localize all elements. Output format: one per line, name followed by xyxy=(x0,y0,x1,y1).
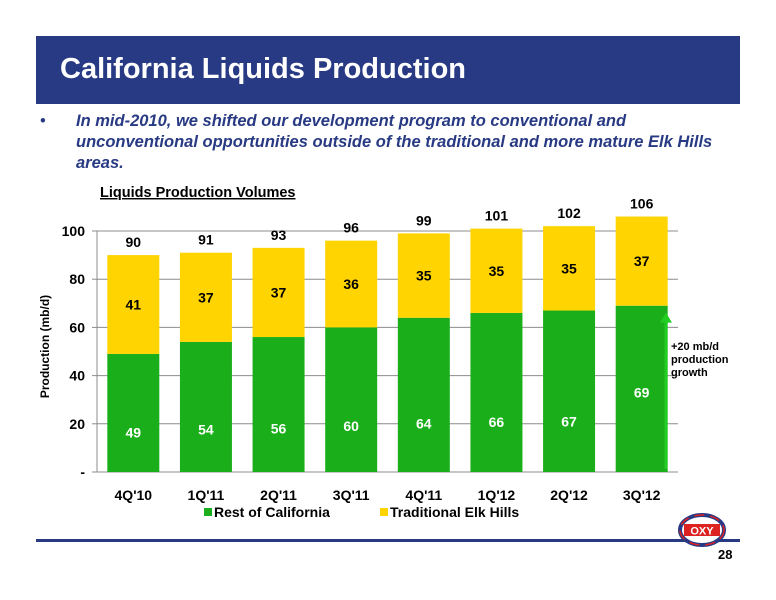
x-tick-label: 2Q'11 xyxy=(260,487,297,503)
data-label-rest-of-california: 66 xyxy=(489,414,505,430)
slide-title: California Liquids Production xyxy=(60,53,466,85)
data-label-total: 96 xyxy=(343,220,359,236)
logo-text: OXY xyxy=(690,526,714,538)
x-tick-label: 1Q'11 xyxy=(188,487,225,503)
data-label-total: 90 xyxy=(126,234,142,250)
legend-swatch xyxy=(204,508,212,516)
title-bar: California Liquids Production xyxy=(36,36,740,104)
x-tick-label: 3Q'12 xyxy=(623,487,661,503)
growth-arrow-head xyxy=(660,312,672,323)
y-tick-label: 20 xyxy=(69,416,85,432)
data-label-total: 99 xyxy=(416,212,432,228)
y-tick-label: 60 xyxy=(69,319,85,335)
data-label-rest-of-california: 60 xyxy=(343,418,359,434)
data-label-rest-of-california: 67 xyxy=(561,414,577,430)
growth-annotation: growth xyxy=(671,367,708,379)
bar-rest-of-california xyxy=(470,312,523,472)
x-tick-label: 1Q'12 xyxy=(478,487,516,503)
data-label-total: 102 xyxy=(557,205,581,221)
bar-traditional-elk-hills xyxy=(179,252,232,342)
data-label-traditional-elk-hills: 37 xyxy=(634,253,650,269)
data-label-traditional-elk-hills: 37 xyxy=(271,284,287,300)
x-tick-label: 4Q'10 xyxy=(115,487,153,503)
bar-rest-of-california xyxy=(179,341,232,472)
bar-rest-of-california xyxy=(397,317,450,472)
data-label-traditional-elk-hills: 37 xyxy=(198,289,214,305)
bar-traditional-elk-hills xyxy=(107,255,160,354)
data-label-traditional-elk-hills: 35 xyxy=(416,268,432,284)
y-axis-label: Production (mb/d) xyxy=(38,295,52,398)
bar-rest-of-california xyxy=(107,353,160,472)
bar-traditional-elk-hills xyxy=(325,240,378,328)
data-label-traditional-elk-hills: 36 xyxy=(343,276,359,292)
bar-rest-of-california xyxy=(252,337,305,472)
bar-traditional-elk-hills xyxy=(543,226,596,311)
bullet-point: • In mid-2010, we shifted our developmen… xyxy=(40,111,720,174)
footer-line xyxy=(36,539,740,542)
bar-rest-of-california xyxy=(543,310,596,472)
data-label-traditional-elk-hills: 35 xyxy=(561,260,577,276)
bar-traditional-elk-hills xyxy=(397,233,450,318)
bar-rest-of-california xyxy=(325,327,378,472)
oxy-logo: OXY xyxy=(678,513,726,547)
bar-traditional-elk-hills xyxy=(252,247,305,338)
data-label-traditional-elk-hills: 35 xyxy=(489,263,505,279)
data-label-rest-of-california: 56 xyxy=(271,420,287,436)
data-label-rest-of-california: 69 xyxy=(634,384,650,400)
data-label-total: 106 xyxy=(630,196,654,212)
chart-title: Liquids Production Volumes xyxy=(100,185,296,201)
bar-rest-of-california xyxy=(615,305,668,472)
bullet-text: In mid-2010, we shifted our development … xyxy=(76,112,713,172)
data-label-total: 93 xyxy=(271,227,287,243)
data-label-rest-of-california: 49 xyxy=(126,424,142,440)
data-label-total: 101 xyxy=(485,208,509,224)
legend-swatch xyxy=(380,508,388,516)
growth-annotation: production xyxy=(671,354,729,366)
y-tick-label: 100 xyxy=(62,223,86,239)
bullet-symbol: • xyxy=(40,112,46,130)
bar-traditional-elk-hills xyxy=(615,216,668,306)
x-tick-label: 4Q'11 xyxy=(405,487,442,503)
bar-traditional-elk-hills xyxy=(470,228,523,313)
data-label-rest-of-california: 64 xyxy=(416,415,432,431)
page-number: 28 xyxy=(718,547,733,562)
data-label-rest-of-california: 54 xyxy=(198,421,214,437)
y-tick-label: - xyxy=(80,464,85,480)
x-tick-label: 2Q'12 xyxy=(550,487,588,503)
data-label-traditional-elk-hills: 41 xyxy=(126,297,142,313)
legend-label: Traditional Elk Hills xyxy=(390,504,519,520)
y-tick-label: 80 xyxy=(69,271,85,287)
data-label-total: 91 xyxy=(198,232,214,248)
y-tick-label: 40 xyxy=(69,368,85,384)
legend-label: Rest of California xyxy=(214,504,330,520)
x-tick-label: 3Q'11 xyxy=(333,487,370,503)
growth-annotation: +20 mb/d xyxy=(671,341,719,353)
